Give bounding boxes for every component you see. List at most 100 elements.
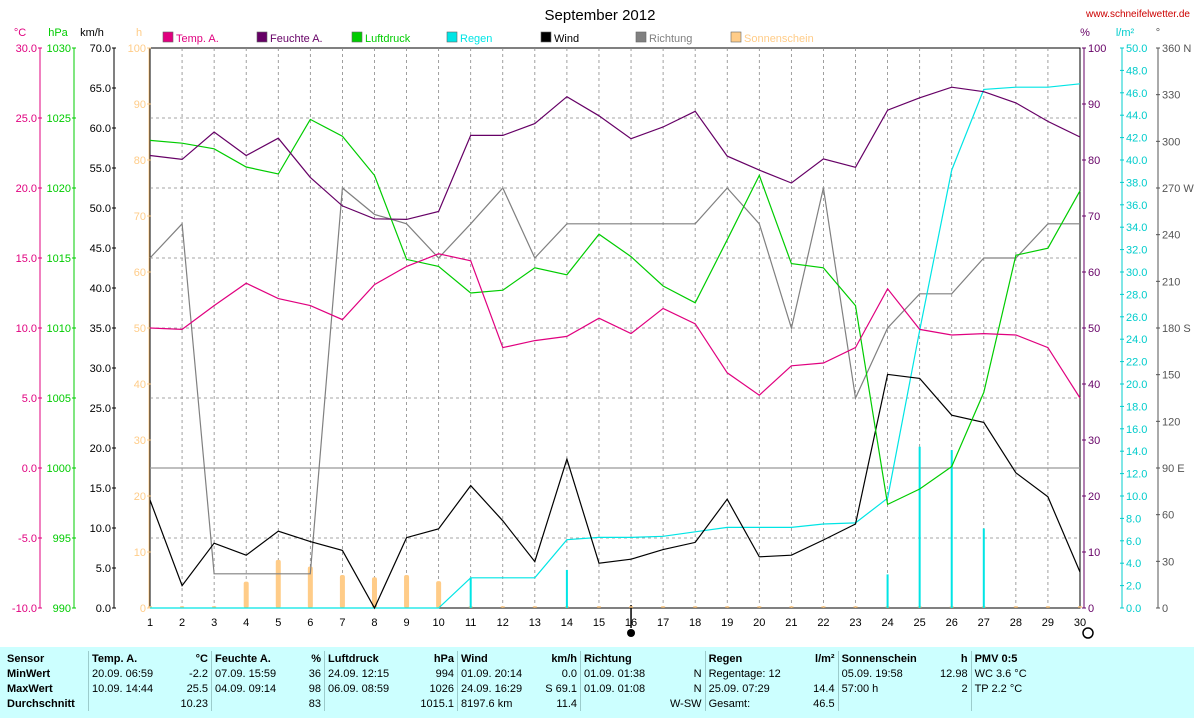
tick-label-temp: 30.0 <box>16 43 37 55</box>
tick-label-rain: 4.0 <box>1126 558 1141 570</box>
summary-cell-value <box>667 651 705 666</box>
x-tick-label: 27 <box>978 617 990 629</box>
summary-cell-value: 2 <box>961 682 968 695</box>
summary-cell-value <box>935 696 972 711</box>
tick-label-sun: 70 <box>134 211 146 223</box>
summary-cell-value: l/m² <box>815 652 835 665</box>
summary-cell-label: 04.09. 09:14 <box>211 681 288 696</box>
tick-label-wind: 25.0 <box>90 403 111 415</box>
rain-daily-bar <box>918 446 921 608</box>
tick-label-humidity: 100 <box>1088 43 1106 55</box>
tick-label-wind: 0.0 <box>96 603 111 615</box>
tick-label-rain: 32.0 <box>1126 245 1147 257</box>
tick-label-rain: 36.0 <box>1126 200 1147 212</box>
x-tick-label: 1 <box>147 617 153 629</box>
summary-row-label: Sensor <box>7 652 45 665</box>
weather-chart: September 2012 www.schneifelwetter.de30.0… <box>12 7 1194 639</box>
tick-label-direction: 360 N <box>1162 43 1191 55</box>
axis-unit-rain: l/m² <box>1116 27 1135 39</box>
sunshine-bar <box>275 559 281 608</box>
summary-row-label: MaxWert <box>7 682 53 695</box>
tick-label-rain: 46.0 <box>1126 88 1147 100</box>
summary-cell-value: N <box>693 667 702 680</box>
tick-label-temp: 10.0 <box>16 323 37 335</box>
summary-cell-value: 10.23 <box>180 697 208 710</box>
summary-cell-label: Temp. A. <box>88 651 175 666</box>
axis-unit-direction: ° <box>1156 27 1160 39</box>
tick-label-rain: 22.0 <box>1126 357 1147 369</box>
tick-label-rain: 18.0 <box>1126 401 1147 413</box>
legend-label: Luftdruck <box>365 33 411 45</box>
tick-label-rain: 50.0 <box>1126 43 1147 55</box>
tick-label-direction: 300 <box>1162 136 1180 148</box>
tick-label-rain: 16.0 <box>1126 424 1147 436</box>
website-label: www.schneifelwetter.de <box>1085 9 1190 20</box>
x-tick-label: 5 <box>275 617 281 629</box>
tick-label-rain: 24.0 <box>1126 334 1147 346</box>
summary-cell-value: km/h <box>551 652 577 665</box>
rain-daily-bar <box>565 569 568 608</box>
x-tick-label: 24 <box>881 617 893 629</box>
tick-label-rain: 0.0 <box>1126 603 1141 615</box>
tick-label-wind: 5.0 <box>96 563 111 575</box>
tick-label-wind: 30.0 <box>90 363 111 375</box>
tick-label-wind: 70.0 <box>90 43 111 55</box>
summary-row: MaxWert 10.09. 14:44 25.5 04.09. 09:14 98 06.… <box>4 681 1054 696</box>
tick-label-pressure: 995 <box>53 533 71 545</box>
tick-label-rain: 10.0 <box>1126 491 1147 503</box>
legend-swatch <box>730 31 742 43</box>
axis-unit-humidity: % <box>1080 27 1090 39</box>
summary-cell-label: Luftdruck <box>324 651 411 666</box>
axis-unit-sun: h <box>136 27 142 39</box>
x-tick-label: 19 <box>721 617 733 629</box>
tick-label-sun: 50 <box>134 323 146 335</box>
summary-cell-label: 01.09. 20:14 <box>457 666 534 681</box>
tick-label-wind: 35.0 <box>90 323 111 335</box>
legend-swatch <box>635 31 647 43</box>
tick-label-direction: 120 <box>1162 416 1180 428</box>
summary-cell-value: 46.5 <box>813 697 835 710</box>
tick-label-wind: 15.0 <box>90 483 111 495</box>
tick-label-rain: 8.0 <box>1126 513 1141 525</box>
tick-label-temp: -5.0 <box>18 533 37 545</box>
tick-label-humidity: 90 <box>1088 99 1100 111</box>
summary-cell-label: 57:00 h <box>837 681 935 696</box>
summary-row: Sensor Temp. A. °C Feuchte A.% Luftdruck hPa W… <box>4 651 1054 666</box>
summary-cell-label: 8197.6 km <box>457 696 534 711</box>
tick-label-sun: 100 <box>128 43 146 55</box>
tick-label-direction: 180 S <box>1162 323 1191 335</box>
summary-cell-value: W-SW <box>670 697 702 710</box>
tick-label-rain: 14.0 <box>1126 446 1147 458</box>
tick-label-direction: 330 <box>1162 90 1180 102</box>
summary-cell-label: 07.09. 15:59 <box>211 666 288 681</box>
summary-cell-value <box>802 666 839 681</box>
summary-cell-label: 10.09. 14:44 <box>88 681 175 696</box>
summary-cell-value: % <box>311 652 321 665</box>
legend-swatch <box>256 31 268 43</box>
x-tick-label: 3 <box>211 617 217 629</box>
tick-label-rain: 12.0 <box>1126 469 1147 481</box>
x-tick-label: 11 <box>465 617 476 629</box>
summary-cell-value: 11.4 <box>556 697 577 710</box>
summary-cell-value: 1026 <box>429 682 454 695</box>
summary-cell-value <box>1038 696 1054 711</box>
summary-cell-value: 994 <box>435 667 454 680</box>
tick-label-pressure: 1010 <box>47 323 71 335</box>
summary-cell-label: 01.09. 01:08 <box>580 681 667 696</box>
series-line-tempa <box>149 253 1081 399</box>
tick-label-direction: 270 W <box>1162 183 1194 195</box>
x-tick-label: 10 <box>432 617 444 629</box>
summary-cell-value: 98 <box>308 682 321 695</box>
rain-daily-bar <box>950 450 953 608</box>
chart-title: September 2012 <box>545 7 656 24</box>
series-line-richtung <box>149 186 1080 575</box>
legend-label: Richtung <box>649 33 692 45</box>
x-tick-label: 21 <box>785 617 797 629</box>
tick-label-temp: 0.0 <box>22 463 37 475</box>
series-line-wind <box>149 373 1081 610</box>
moon-full-icon <box>1082 627 1094 639</box>
tick-label-rain: 40.0 <box>1126 155 1147 167</box>
x-tick-label: 20 <box>753 617 765 629</box>
summary-cell-label <box>580 696 667 711</box>
tick-label-humidity: 80 <box>1088 155 1100 167</box>
